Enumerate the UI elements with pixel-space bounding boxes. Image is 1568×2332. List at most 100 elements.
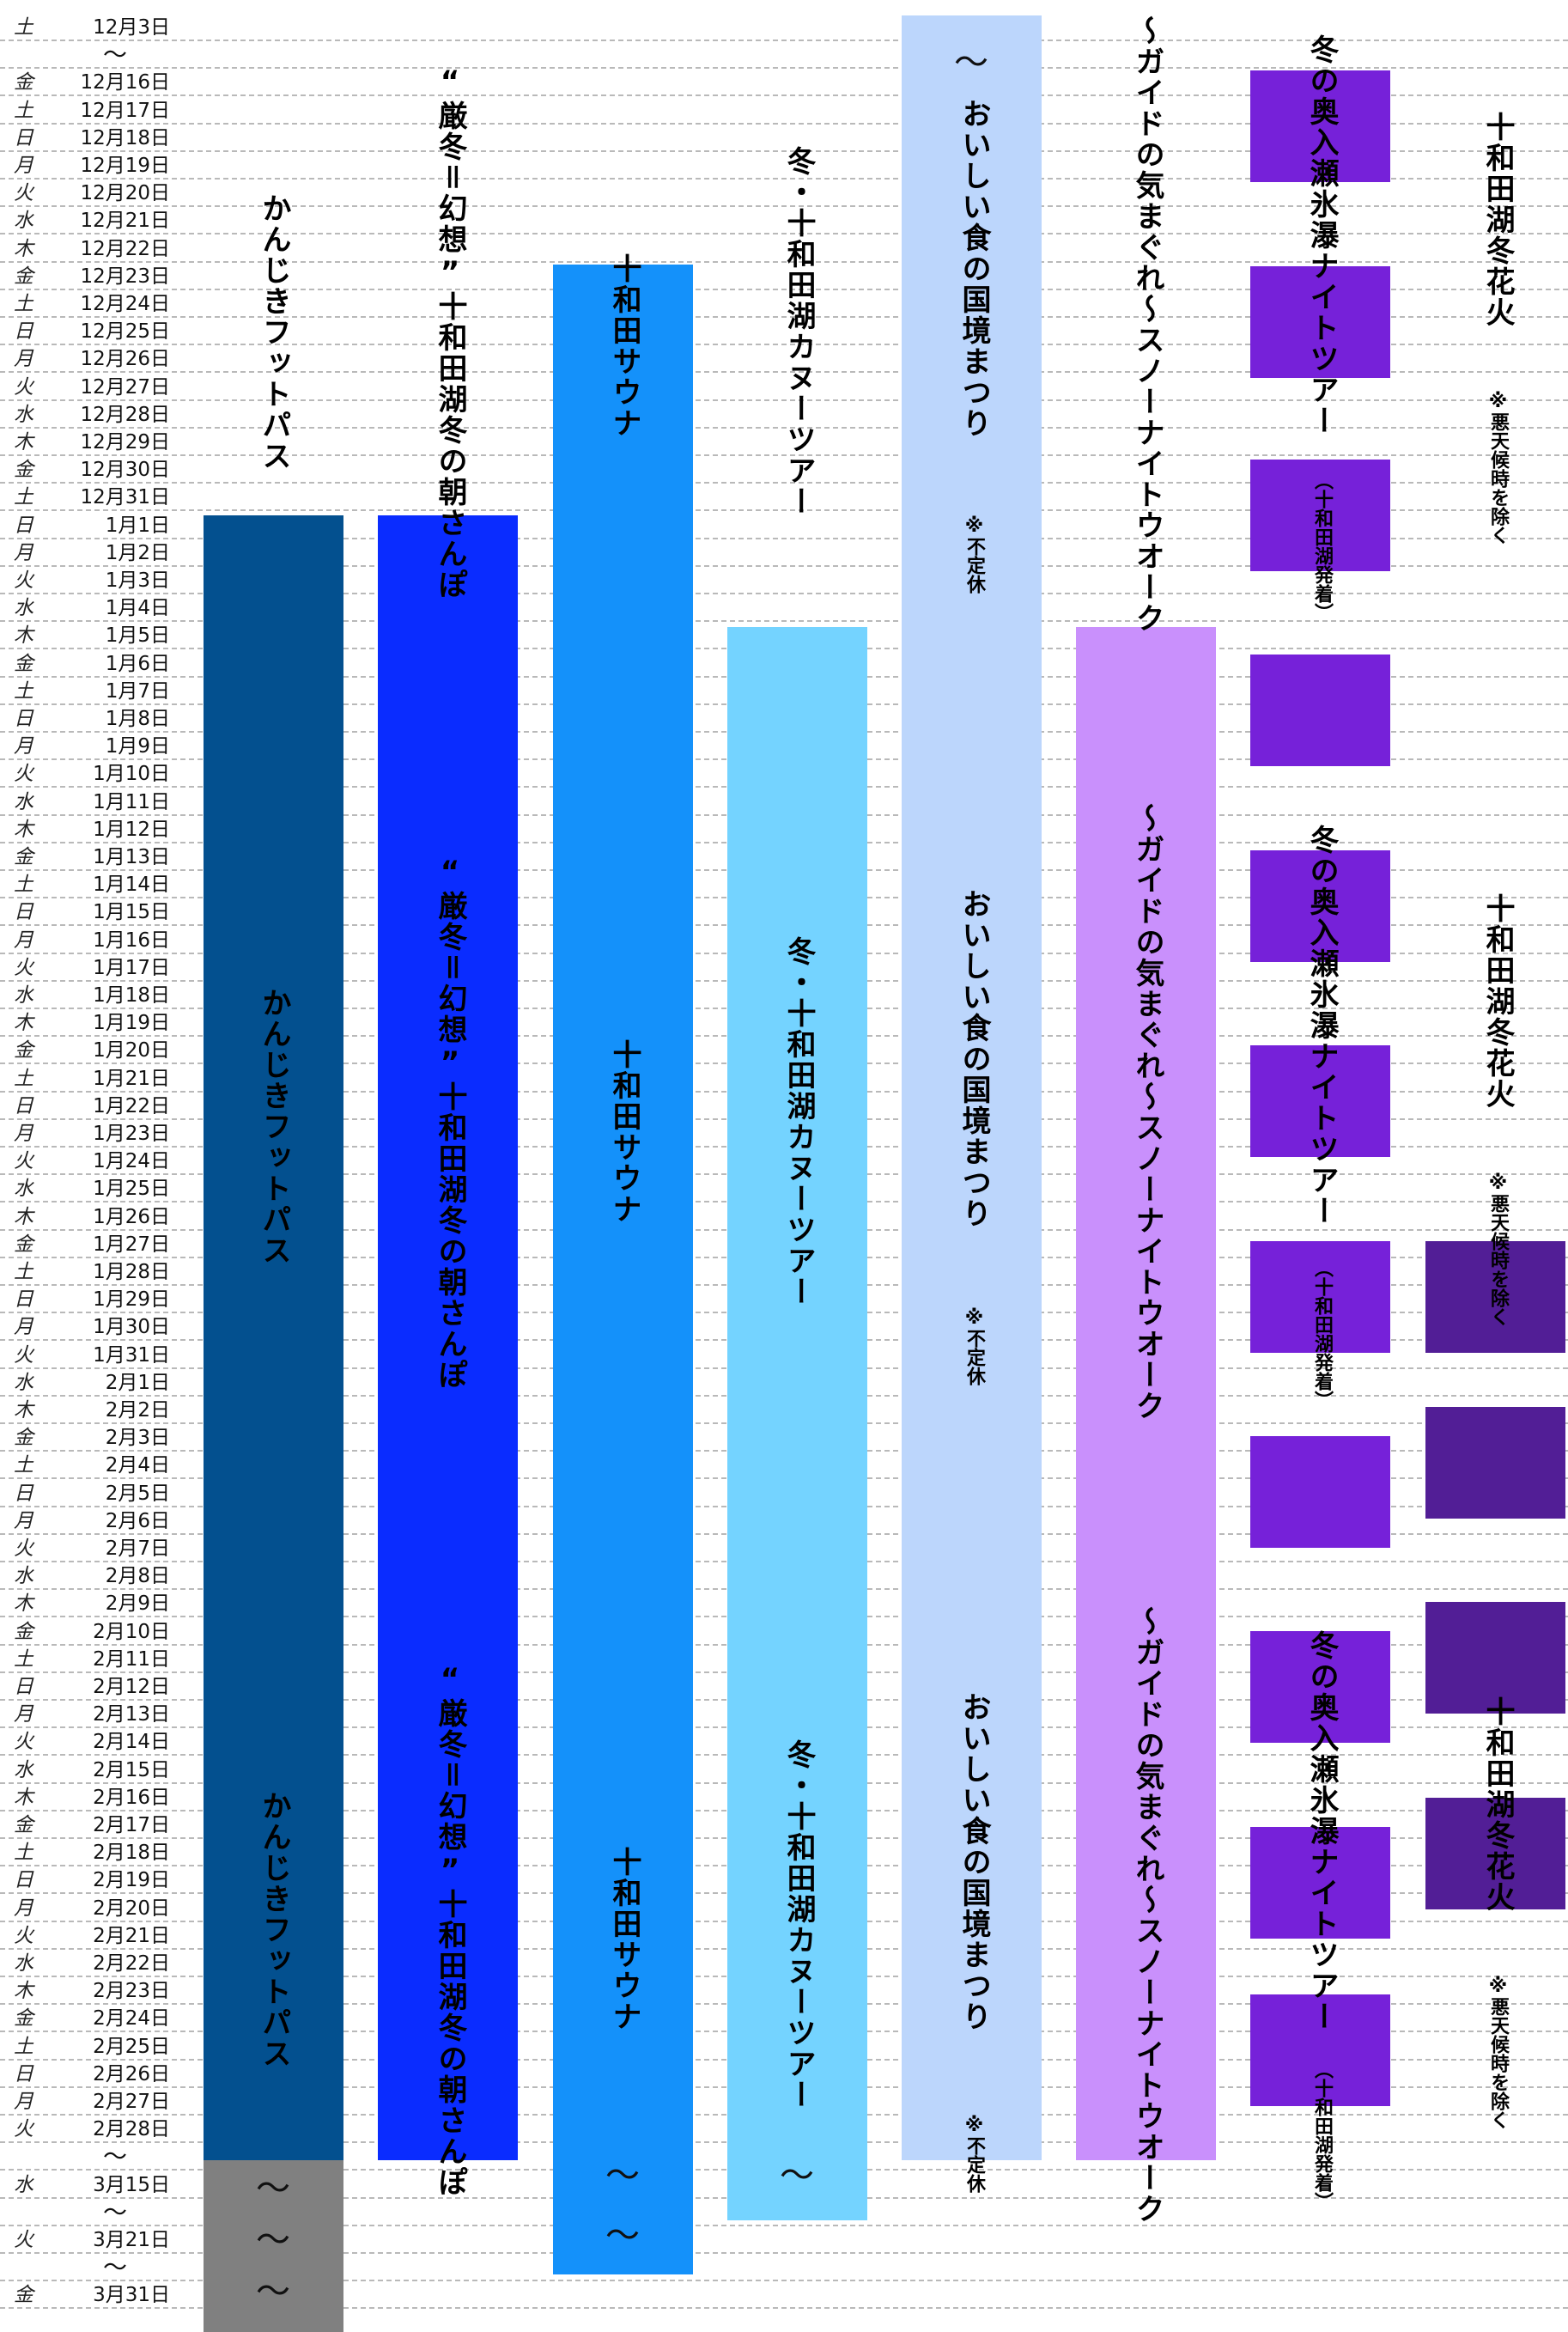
calendar-row: 月 1月2日 [0,539,1568,567]
day-of-week: 金 [14,459,33,482]
date-label: 2月1日 [105,1371,170,1394]
date-label: 12月23日 [80,265,170,288]
continuation-mark: ～ [256,2220,290,2260]
day-of-week: 日 [14,2062,33,2085]
day-of-week: 日 [14,1482,33,1505]
snow-label: ～ガイドの気まぐれ～スノーナイトウオーク [1130,803,1164,1422]
day-of-week: 月 [14,1703,33,1726]
date-label: 1月14日 [93,874,170,897]
row-divider [0,564,1568,567]
day-of-week: 木 [14,1980,33,2003]
date-label: 2月15日 [93,1758,170,1781]
oirase-block [1250,1436,1390,1548]
asanpo-label: “厳冬＝幻想”十和田湖冬の朝さんぽ [433,1662,467,2198]
sauna-label: 十和田サウナ [607,1847,641,2032]
continuation-mark: ～ [954,43,988,82]
food-note: ※不定休 [963,1307,985,1385]
date-label: 1月13日 [93,846,170,868]
calendar-gap-row: ～ [0,40,1568,70]
asanpo-bar [378,515,518,2160]
date-label: 12月16日 [80,71,170,94]
day-of-week: 土 [14,679,33,703]
calendar-row: 火 12月27日 [0,374,1568,401]
date-label: 1月20日 [93,1039,170,1062]
hanabi-block [1425,1407,1565,1519]
day-of-week: 火 [14,1924,33,1947]
day-of-week: 水 [14,1178,33,1201]
day-of-week: 木 [14,1399,33,1422]
oirase-block [1250,655,1390,766]
calendar-gap-row: ～ [0,2253,1568,2282]
date-label: ～ [102,2253,127,2282]
date-label: 1月27日 [93,1233,170,1256]
date-label: 2月4日 [105,1454,170,1477]
day-of-week: 土 [14,874,33,897]
day-of-week [14,2199,48,2226]
asanpo-title: “厳冬＝幻想”十和田湖冬の朝さんぽ [433,64,467,600]
day-of-week: 日 [14,1094,33,1117]
date-label: 12月3日 [93,16,170,39]
day-of-week: 木 [14,1205,33,1228]
calendar-row: 金 12月23日 [0,263,1568,290]
row-divider [0,205,1568,208]
day-of-week: 土 [14,1261,33,1283]
oirase-block [1250,1241,1390,1353]
date-label: 2月18日 [93,1842,170,1865]
date-label: ～ [102,40,127,70]
date-label: 1月16日 [93,929,170,952]
row-divider [0,371,1568,374]
date-label: 1月7日 [105,679,170,703]
day-of-week: 火 [14,763,33,786]
calendar-row: 土 12月24日 [0,290,1568,318]
day-of-week [14,2254,48,2281]
date-label: 2月16日 [93,1786,170,1809]
row-divider [0,2224,1568,2226]
date-label: 2月13日 [93,1703,170,1726]
kanjiki-label: かんじきフットパス [257,1791,291,2069]
date-label: 1月29日 [93,1288,170,1312]
oirase-block [1250,1045,1390,1157]
date-label: 2月27日 [93,2091,170,2113]
day-of-week: 土 [14,1067,33,1090]
oirase-block [1250,266,1390,378]
date-label: 2月11日 [93,1647,170,1671]
date-label: 12月28日 [80,403,170,426]
day-of-week: 土 [14,16,33,39]
food-bar [902,15,1042,2160]
oirase-block [1250,1827,1390,1939]
calendar-row: 土 12月17日 [0,97,1568,125]
calendar-row: 木 12月29日 [0,429,1568,456]
row-divider [0,426,1568,429]
date-label: 2月25日 [93,2035,170,2058]
day-of-week: 金 [14,652,33,675]
date-label: 1月12日 [93,818,170,841]
date-label: 12月31日 [80,486,170,509]
date-label: 1月5日 [105,624,170,648]
date-label: 1月24日 [93,1150,170,1173]
row-divider [0,149,1568,152]
day-of-week: 日 [14,514,33,537]
row-divider [0,344,1568,346]
row-divider [0,288,1568,290]
calendar-row: 火 1月3日 [0,567,1568,594]
date-label: 12月19日 [80,155,170,177]
day-of-week: 月 [14,155,33,177]
day-of-week: 月 [14,1123,33,1145]
calendar-row: 金 12月30日 [0,456,1568,484]
day-of-week: 火 [14,1343,33,1367]
calendar-row: 水 1月4日 [0,594,1568,623]
date-label: 1月11日 [93,790,170,813]
date-label: 12月26日 [80,348,170,371]
date-label: 3月21日 [93,2229,170,2251]
snow-label: ～ガイドの気まぐれ～スノーナイトウオーク [1130,15,1164,634]
row-divider [0,260,1568,263]
day-of-week: 火 [14,1731,33,1754]
date-label: 1月31日 [93,1343,170,1367]
calendar-row: 水 12月21日 [0,207,1568,235]
day-of-week: 金 [14,1427,33,1450]
oirase-label: 冬の奥入瀬氷瀑ナイトツアー [1304,825,1339,1227]
hanabi-note: ※悪天候時を除く [1487,1172,1509,1326]
date-label: 2月17日 [93,1814,170,1836]
day-of-week: 土 [14,1842,33,1865]
day-of-week: 金 [14,1233,33,1256]
